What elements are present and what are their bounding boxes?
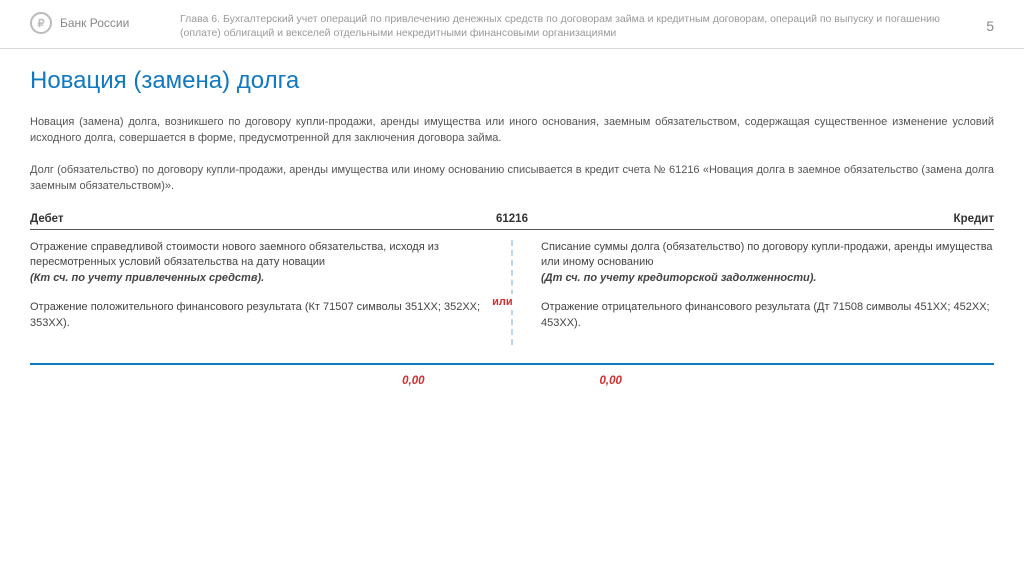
debit-column: Отражение справедливой стоимости нового … bbox=[30, 240, 511, 345]
credit-entry-1: Списание суммы долга (обязательство) по … bbox=[541, 240, 994, 286]
credit-column: Списание суммы долга (обязательство) по … bbox=[513, 240, 994, 345]
debit-entry-1-text: Отражение справедливой стоимости нового … bbox=[30, 241, 439, 268]
credit-total: 0,00 bbox=[600, 375, 622, 387]
logo-glyph: ₽ bbox=[38, 17, 45, 30]
or-separator: или bbox=[488, 294, 517, 310]
header-debit: Дебет bbox=[30, 213, 472, 225]
content-area: Новация (замена) долга, возникшего по до… bbox=[0, 105, 1024, 389]
credit-entry-2: Отражение отрицательного финансового рез… bbox=[541, 300, 994, 331]
credit-entry-1-note: (Дт сч. по учету кредиторской задолженно… bbox=[541, 272, 816, 284]
page-header: ₽ Банк России Глава 6. Бухгалтерский уче… bbox=[0, 0, 1024, 49]
header-credit: Кредит bbox=[552, 213, 994, 225]
debit-entry-1: Отражение справедливой стоимости нового … bbox=[30, 240, 483, 286]
footer-right-cell: 0,00 bbox=[545, 371, 995, 389]
page-number: 5 bbox=[986, 12, 994, 34]
credit-entry-1-text: Списание суммы долга (обязательство) по … bbox=[541, 241, 993, 268]
ruble-logo-icon: ₽ bbox=[30, 12, 52, 34]
intro-paragraph-1: Новация (замена) долга, возникшего по до… bbox=[30, 115, 994, 147]
footer-center-cell bbox=[465, 371, 545, 389]
page-title: Новация (замена) долга bbox=[0, 49, 1024, 105]
debit-entry-1-note: (Кт сч. по учету привлеченных средств). bbox=[30, 272, 264, 284]
table-body: Отражение справедливой стоимости нового … bbox=[30, 230, 994, 363]
org-name: Банк России bbox=[60, 16, 129, 30]
org-logo-block: ₽ Банк России bbox=[30, 12, 160, 34]
table-header-row: Дебет 61216 Кредит bbox=[30, 213, 994, 230]
chapter-caption: Глава 6. Бухгалтерский учет операций по … bbox=[160, 12, 986, 40]
intro-paragraph-2: Долг (обязательство) по договору купли-п… bbox=[30, 163, 994, 195]
footer-left-cell: 0,00 bbox=[30, 371, 465, 389]
debit-total: 0,00 bbox=[402, 375, 424, 387]
accounting-table: Дебет 61216 Кредит Отражение справедливо… bbox=[30, 213, 994, 389]
table-footer: 0,00 0,00 bbox=[30, 363, 994, 389]
header-account-number: 61216 bbox=[472, 213, 552, 225]
debit-entry-2: Отражение положительного финансового рез… bbox=[30, 300, 483, 331]
